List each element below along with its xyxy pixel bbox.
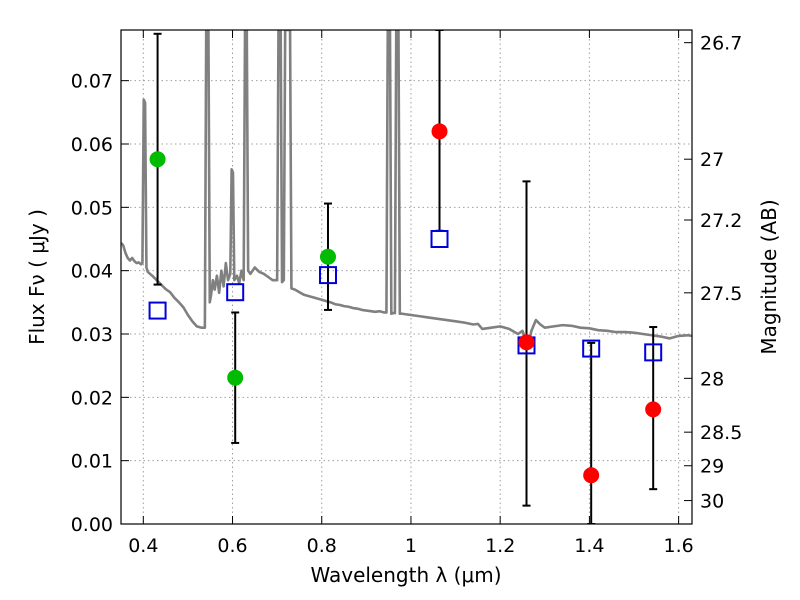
observed-point [431,123,448,140]
observed-point [227,369,244,386]
observed-photometry [149,123,662,484]
model-spectrum [121,30,692,345]
model-point [582,339,601,358]
right-tick-label: 27.2 [700,210,742,232]
right-tick-label: 29 [700,456,724,478]
x-tick-label: 1.4 [574,535,604,557]
model-point [644,343,663,362]
right-tick-label: 28.5 [700,422,742,444]
y-tick-label: 0.07 [71,71,113,93]
y-tick-label: 0.06 [71,134,113,156]
x-tick-label: 0.8 [307,535,337,557]
y-tick-label: 0.05 [71,197,113,219]
right-tick-label: 27 [700,149,724,171]
ticks: 0.4 0.6 0.8 1 1.2 1.4 1.6 0.00 0.01 0.02 0.03 0.04 0… [71,30,742,557]
spectrum-line [121,30,692,345]
observed-point [645,401,662,418]
observed-point [149,151,166,168]
model-point [318,266,337,285]
y-tick-label: 0.02 [71,387,113,409]
model-point [148,301,167,320]
x-tick-label: 1.2 [485,535,515,557]
right-tick-label: 27.5 [700,283,742,305]
right-tick-label: 26.7 [700,33,742,55]
y-tick-label: 0.04 [71,261,113,283]
y-tick-label: 0.00 [71,514,113,536]
observed-point [518,334,535,351]
y-tick-label: 0.01 [71,451,113,473]
y-tick-label: 0.03 [71,324,113,346]
model-point [226,283,245,302]
observed-point [319,248,336,265]
x-tick-label: 0.4 [128,535,158,557]
y-axis-label: Flux Fν ( μJy ) [25,209,49,345]
plot-frame [120,29,693,525]
x-tick-label: 1 [405,535,417,557]
right-tick-label: 28 [700,368,724,390]
model-point [430,230,449,248]
model-photometry [148,230,663,362]
observed-point [583,467,600,484]
x-axis-label: Wavelength λ (μm) [310,563,501,587]
x-tick-label: 0.6 [217,535,247,557]
right-axis-label: Magnitude (AB) [757,199,781,354]
x-tick-label: 1.6 [664,535,694,557]
right-tick-label: 30 [700,491,724,513]
